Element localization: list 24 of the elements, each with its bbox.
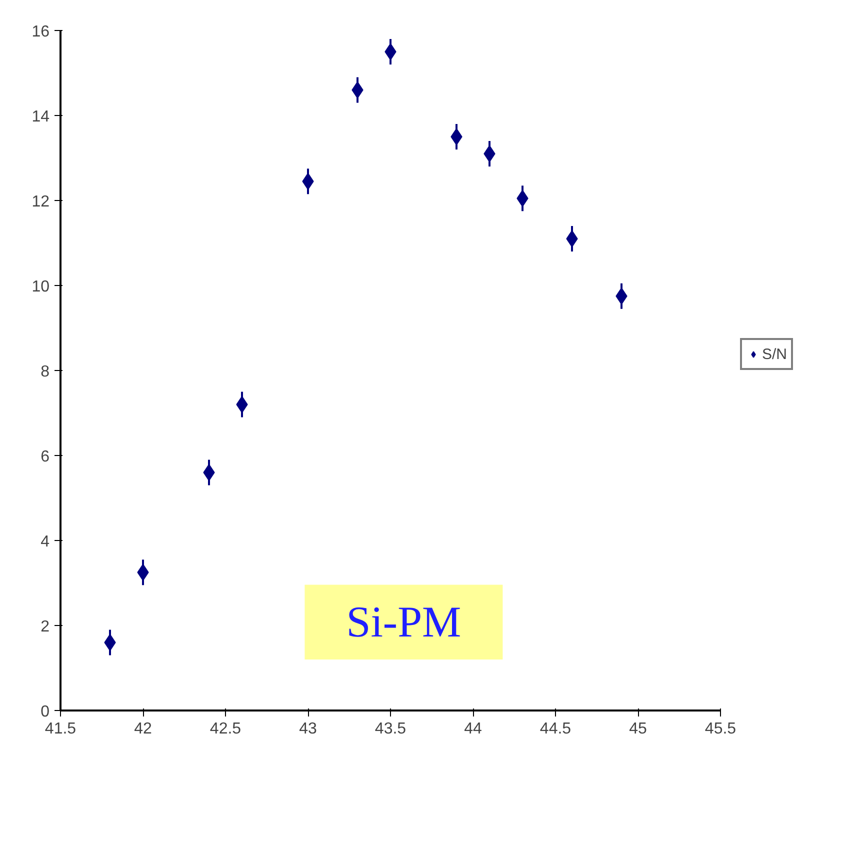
point — [104, 634, 116, 651]
x-tick-label: 43 — [299, 720, 317, 738]
x-tick-label: 42.5 — [210, 720, 242, 738]
x-tick-label: 42 — [134, 720, 152, 738]
y-tick-label: 14 — [32, 108, 50, 126]
point — [236, 396, 248, 413]
x-tick-label: 45 — [629, 720, 647, 738]
y-tick-label: 0 — [40, 704, 50, 720]
legend-label: S/N — [762, 346, 788, 362]
y-tick-label: 2 — [40, 618, 50, 636]
y-tick-label: 10 — [32, 278, 50, 296]
y-tick-label: 8 — [40, 364, 50, 380]
y-tick-label: 12 — [32, 194, 50, 210]
y-tick-label: 6 — [40, 448, 50, 466]
x-tick-label: 44.5 — [540, 720, 572, 738]
y-tick-label: 4 — [40, 534, 50, 550]
x-tick-label: 45.5 — [704, 720, 736, 738]
point — [352, 82, 364, 98]
x-tick-label: 44 — [464, 720, 482, 738]
point — [203, 464, 215, 481]
x-tick-label: 41.5 — [44, 720, 76, 738]
annotation: Si-PM — [346, 598, 462, 647]
x-tick-label: 43.5 — [374, 720, 406, 738]
y-tick-label: 16 — [32, 24, 50, 40]
